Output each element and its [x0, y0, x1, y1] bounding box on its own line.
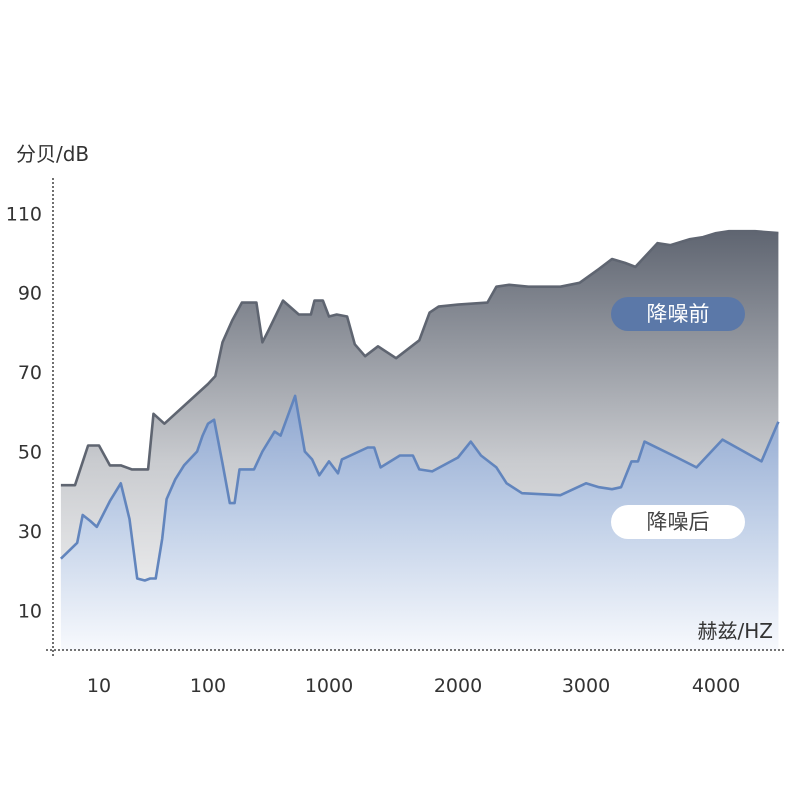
legend-before: 降噪前 — [611, 297, 745, 331]
legend-before-label: 降噪前 — [647, 302, 710, 326]
legend-after: 降噪后 — [611, 505, 745, 539]
y-tick-label: 90 — [18, 283, 42, 305]
series-after-area — [60, 395, 779, 650]
y-tick-label: 50 — [18, 442, 42, 464]
y-tick-label: 10 — [18, 600, 42, 622]
y-tick-labels: 10 30 50 70 90 110 — [6, 203, 42, 622]
x-tick-label: 100 — [190, 675, 226, 697]
legend-before-pill — [611, 297, 745, 331]
y-tick-label: 70 — [18, 362, 42, 384]
legend-after-pill — [611, 505, 745, 539]
y-axis-title: 分贝/dB — [16, 142, 89, 166]
legend-after-label: 降噪后 — [647, 510, 710, 534]
x-tick-label: 4000 — [692, 675, 740, 697]
series-before-line — [60, 229, 779, 487]
x-tick-label: 10 — [87, 675, 111, 697]
x-axis-title: 赫兹/HZ — [698, 619, 773, 643]
y-tick-label: 110 — [6, 203, 42, 225]
x-tick-label: 3000 — [562, 675, 610, 697]
x-tick-label: 1000 — [305, 675, 353, 697]
series-areas — [59, 229, 780, 650]
x-tick-label: 2000 — [434, 675, 482, 697]
x-tick-labels: 10 100 1000 2000 3000 4000 — [87, 675, 740, 697]
y-tick-label: 30 — [18, 521, 42, 543]
series-after-line — [59, 394, 780, 582]
